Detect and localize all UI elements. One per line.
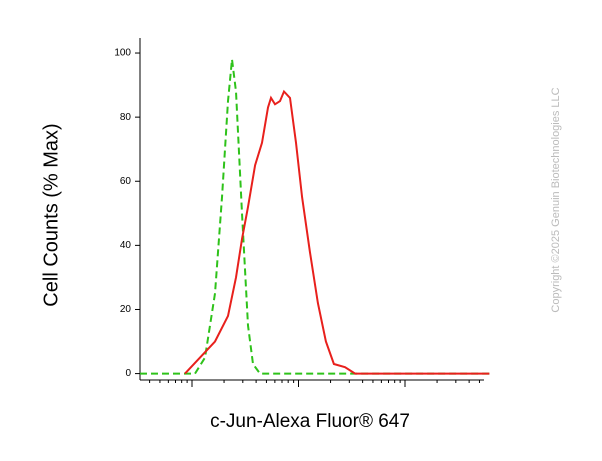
histogram-line bbox=[184, 89, 490, 375]
y-tick-label: 40 bbox=[120, 240, 132, 251]
watermark: Copyright ©2025 Genuin Biotechnologies L… bbox=[550, 87, 562, 312]
y-tick-label: 20 bbox=[120, 304, 132, 315]
x-axis-label: c-Jun-Alexa Fluor® 647 bbox=[210, 411, 410, 432]
y-tick-label: 0 bbox=[125, 368, 131, 379]
y-tick-label: 100 bbox=[114, 48, 131, 59]
y-axis-label: Cell Counts (% Max) bbox=[40, 123, 62, 306]
histogram-line bbox=[140, 59, 490, 375]
y-tick-label: 60 bbox=[120, 176, 132, 187]
y-tick-label: 80 bbox=[120, 112, 132, 123]
